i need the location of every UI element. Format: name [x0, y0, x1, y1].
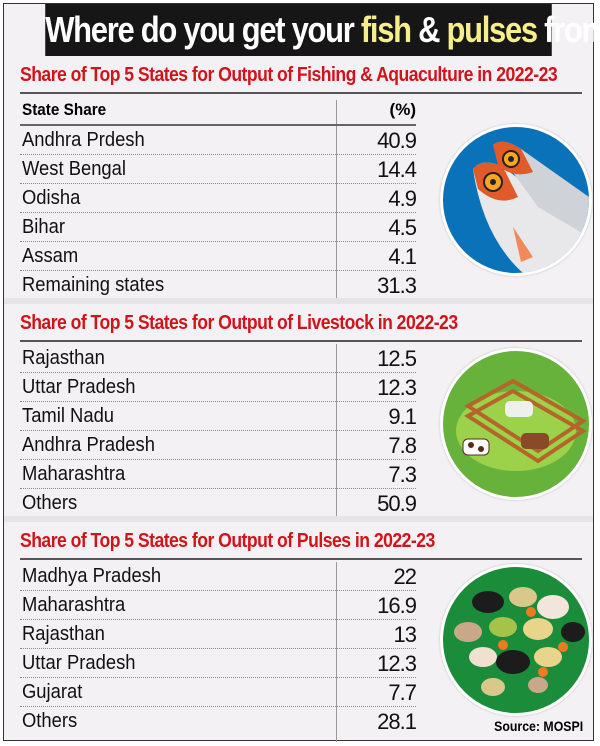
state-value: 14.4: [377, 157, 417, 182]
title-text: from?: [544, 9, 600, 50]
section-title: Share of Top 5 States for Output of Fish…: [20, 64, 558, 86]
section-rule: [20, 558, 582, 560]
table-row: Maharashtra 16.9: [20, 591, 417, 620]
state-name: Odisha: [22, 187, 81, 209]
section-title: Share of Top 5 States for Output of Puls…: [20, 530, 435, 552]
table-row: Uttar Pradesh 12.3: [20, 373, 417, 402]
state-name: Remaining states: [22, 274, 165, 296]
state-name: Others: [22, 492, 78, 514]
state-name: Andhra Pradesh: [22, 434, 155, 456]
source-label: Source: MOSPI: [493, 718, 583, 734]
state-name: Bihar: [22, 216, 65, 238]
state-name: Gujarat: [22, 681, 83, 703]
section-rule: [20, 340, 582, 342]
state-value: 40.9: [377, 128, 417, 153]
column-header-pct: (%): [389, 100, 416, 119]
table-row: Maharashtra 7.3: [20, 460, 417, 489]
state-value: 7.3: [388, 462, 417, 487]
state-value: 50.9: [377, 491, 417, 516]
state-name: Tamil Nadu: [22, 405, 115, 427]
state-value: 28.1: [377, 709, 417, 734]
table-row: Odisha 4.9: [20, 184, 417, 213]
state-value: 4.1: [388, 244, 417, 269]
column-divider: [336, 562, 337, 742]
livestock-icon: [440, 348, 592, 500]
table-row: Rajasthan 13: [20, 620, 418, 649]
table-row: Others 28.1: [20, 707, 417, 736]
title-highlight-pulses: pulses: [446, 9, 538, 50]
table-row: West Bengal 14.4: [20, 155, 417, 184]
pulses-section: Share of Top 5 States for Output of Puls…: [4, 522, 593, 742]
state-name: Madhya Pradesh: [22, 565, 162, 587]
table-row: Andhra Prdesh 40.9: [20, 126, 417, 155]
state-value: 9.1: [388, 404, 417, 429]
state-name: Maharashtra: [22, 463, 126, 485]
state-value: 4.9: [388, 186, 417, 211]
state-value: 12.3: [377, 651, 417, 676]
state-value: 31.3: [377, 273, 417, 298]
title-text: Where do you get your: [45, 9, 361, 50]
state-value: 4.5: [388, 215, 417, 240]
state-name: Uttar Pradesh: [22, 376, 136, 398]
column-header: State Share (%): [20, 100, 416, 126]
main-title: Where do you get your fish & pulses from…: [45, 4, 600, 56]
state-name: West Bengal: [22, 158, 126, 180]
infographic: Where do you get your fish & pulses from…: [3, 3, 600, 742]
fishing-section: Share of Top 5 States for Output of Fish…: [4, 56, 593, 298]
state-value: 12.3: [377, 375, 417, 400]
state-name: Assam: [22, 245, 79, 267]
section-divider: [4, 516, 593, 522]
state-value: 22: [393, 564, 418, 589]
pulses-icon: [440, 564, 592, 716]
table-row: Others 50.9: [20, 489, 417, 518]
state-value: 7.7: [388, 680, 417, 705]
state-name: Others: [22, 710, 78, 732]
table-row: Tamil Nadu 9.1: [20, 402, 417, 431]
state-value: 16.9: [377, 593, 417, 618]
title-text: &: [410, 9, 447, 50]
table-row: Uttar Pradesh 12.3: [20, 649, 417, 678]
column-divider: [336, 100, 337, 298]
table-row: Remaining states 31.3: [20, 271, 417, 300]
state-value: 13: [393, 622, 418, 647]
table-row: Gujarat 7.7: [20, 678, 417, 707]
livestock-section: Share of Top 5 States for Output of Live…: [4, 304, 593, 516]
state-name: Maharashtra: [22, 594, 126, 616]
state-name: Rajasthan: [22, 347, 105, 369]
section-title: Share of Top 5 States for Output of Live…: [20, 312, 458, 334]
title-highlight-fish: fish: [360, 9, 412, 50]
state-name: Rajasthan: [22, 623, 105, 645]
section-divider: [4, 298, 593, 304]
section-rule: [20, 92, 582, 94]
table-row: Bihar 4.5: [20, 213, 417, 242]
state-name: Uttar Pradesh: [22, 652, 136, 674]
state-value: 12.5: [377, 346, 417, 371]
state-name: Andhra Prdesh: [22, 129, 145, 151]
fish-icon: [440, 124, 592, 276]
table-row: Andhra Pradesh 7.8: [20, 431, 417, 460]
table-row: Madhya Pradesh 22: [20, 562, 418, 591]
table-row: Assam 4.1: [20, 242, 417, 271]
column-header-state: State Share: [22, 100, 107, 119]
table-row: Rajasthan 12.5: [20, 344, 417, 373]
state-value: 7.8: [388, 433, 417, 458]
